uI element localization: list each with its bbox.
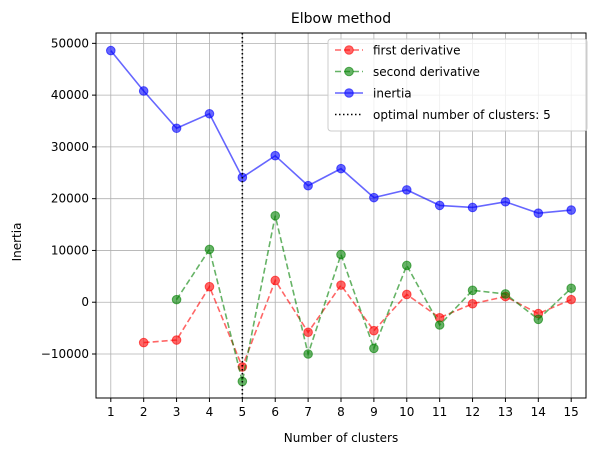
y-tick-label: −10000 (41, 347, 89, 361)
legend-marker (344, 66, 354, 77)
x-tick-label: 14 (531, 405, 546, 419)
data-point (401, 260, 412, 271)
y-tick-label: 50000 (51, 36, 89, 50)
series-layer (105, 33, 577, 398)
x-tick-label: 6 (271, 405, 279, 419)
data-point (171, 294, 182, 305)
axes: 1 2 3 4 5 6 7 8 9 10 11 12 13 14 15−100000100002000030… (41, 32, 587, 419)
data-point (171, 123, 182, 134)
data-point (171, 335, 182, 345)
chart-title: Elbow method (291, 11, 391, 27)
y-axis-label: Inertia (10, 223, 24, 262)
data-point (138, 86, 149, 96)
data-point (566, 205, 577, 215)
data-point (336, 249, 346, 260)
y-tick-label: 0 (81, 295, 89, 309)
x-tick-label: 4 (206, 405, 214, 419)
legend-label: first derivative (373, 44, 461, 58)
data-point (467, 298, 478, 309)
legend-label: optimal number of clusters: 5 (373, 108, 551, 122)
data-point (434, 200, 445, 211)
data-point (467, 285, 478, 296)
data-point (336, 163, 346, 174)
y-tick-label: 30000 (51, 140, 89, 154)
data-point (336, 280, 346, 290)
data-point (401, 289, 412, 300)
x-tick-label: 11 (432, 405, 447, 419)
x-tick-label: 8 (337, 405, 345, 419)
data-point (270, 150, 281, 161)
data-point (204, 244, 215, 255)
data-point (500, 196, 511, 207)
y-tick-label: 10000 (51, 243, 89, 257)
data-point (566, 283, 577, 294)
data-point (303, 180, 313, 191)
x-tick-label: 12 (465, 405, 480, 419)
x-tick-label: 2 (140, 405, 148, 419)
data-point (303, 349, 313, 359)
data-point (303, 327, 313, 338)
data-point (105, 45, 116, 56)
data-point (204, 108, 215, 119)
x-tick-label: 5 (239, 405, 247, 419)
y-tick-label: 40000 (51, 88, 89, 102)
x-tick-label: 3 (173, 405, 181, 419)
legend-frame (327, 38, 588, 132)
data-point (204, 281, 215, 292)
data-point (369, 325, 379, 336)
x-tick-label: 7 (304, 405, 312, 419)
data-point (434, 320, 445, 330)
data-point (533, 314, 544, 325)
data-point (270, 275, 281, 286)
data-point (369, 343, 379, 354)
data-point (533, 208, 544, 218)
data-point (566, 294, 577, 305)
data-point (500, 289, 511, 299)
legend-label: second derivative (373, 65, 480, 79)
data-point (270, 210, 281, 221)
data-point (369, 192, 379, 203)
x-tick-label: 10 (399, 405, 414, 419)
legend-marker (344, 45, 354, 55)
x-tick-label: 1 (107, 405, 115, 419)
legend-marker (344, 88, 354, 98)
legend-label: inertia (373, 87, 412, 101)
data-point (138, 337, 149, 348)
data-point (401, 185, 412, 195)
x-tick-label: 9 (370, 405, 378, 419)
x-tick-label: 15 (564, 405, 579, 419)
x-axis-label: Number of clusters (284, 431, 398, 445)
legend: first derivative second derivative inertia… (327, 38, 588, 132)
y-tick-label: 20000 (51, 192, 89, 206)
x-tick-label: 13 (498, 405, 513, 419)
data-point (467, 202, 478, 213)
series-line-0 (143, 278, 572, 370)
